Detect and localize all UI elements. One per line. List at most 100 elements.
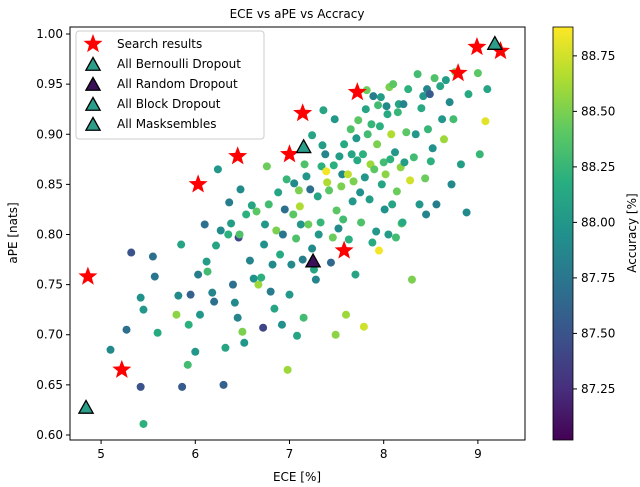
scatter-point	[365, 195, 374, 204]
scatter-point	[419, 92, 428, 101]
scatter-point	[136, 293, 145, 302]
scatter-point	[212, 241, 221, 250]
scatter-point	[391, 233, 400, 242]
scatter-point	[413, 70, 422, 79]
scatter-point	[228, 280, 237, 289]
scatter-point	[328, 233, 337, 242]
scatter-point	[139, 419, 148, 428]
scatter-point	[177, 240, 186, 249]
scatter-point	[391, 148, 399, 157]
scatter-point	[282, 175, 291, 184]
scatter-point	[380, 205, 389, 214]
scatter-point	[302, 172, 311, 181]
scatter-point	[216, 226, 225, 235]
scatter-point	[386, 155, 395, 164]
scatter-point	[456, 160, 465, 169]
legend-label: All Masksembles	[117, 117, 217, 131]
scatter-point	[464, 90, 473, 99]
scatter-point	[330, 115, 339, 124]
legend-label: All Random Dropout	[117, 77, 238, 91]
search-result-star	[293, 103, 313, 122]
legend-star-icon	[83, 34, 103, 53]
scatter-point	[423, 125, 432, 134]
scatter-point	[367, 120, 376, 129]
search-result-star	[78, 266, 98, 285]
scatter-point	[208, 288, 217, 297]
colorbar-tick-label: 88.25	[581, 160, 615, 174]
scatter-point	[384, 230, 393, 239]
scatter-point	[407, 275, 416, 284]
colorbar-label: Accuracy [%]	[625, 193, 639, 272]
scatter-point	[203, 267, 212, 276]
scatter-point	[329, 161, 338, 170]
scatter-point	[191, 347, 200, 356]
scatter-point	[358, 150, 367, 159]
scatter-point	[357, 218, 366, 227]
scatter-point	[356, 188, 365, 197]
scatter-point	[332, 206, 341, 215]
scatter-point	[296, 220, 305, 229]
y-tick-label: 0.85	[36, 177, 63, 191]
scatter-point	[153, 328, 162, 337]
baseline-triangle	[295, 138, 312, 154]
scatter-point	[331, 330, 340, 339]
colorbar-tick-label: 87.25	[581, 382, 615, 396]
scatter-point	[339, 215, 348, 224]
scatter-point	[270, 304, 279, 313]
scatter-point	[481, 117, 490, 126]
scatter-point	[430, 74, 439, 83]
scatter-point	[368, 238, 377, 247]
scatter-point	[346, 125, 355, 134]
scatter-point	[426, 157, 435, 166]
baseline-triangle	[304, 252, 322, 268]
scatter-point	[219, 380, 228, 389]
scatter-point	[274, 188, 283, 197]
search-result-star	[491, 41, 511, 60]
scatter-point	[148, 252, 157, 261]
scatter-point	[136, 382, 145, 391]
scatter-point	[347, 150, 356, 159]
scatter-point	[306, 185, 315, 194]
scatter-point	[353, 156, 362, 165]
x-tick-label: 7	[286, 447, 294, 461]
colorbar-tick-label: 88.75	[581, 49, 615, 63]
colorbar-gradient	[552, 26, 574, 441]
scatter-point	[260, 240, 269, 249]
scatter-point	[381, 170, 390, 179]
scatter-point	[363, 130, 372, 139]
scatter-point	[304, 220, 313, 229]
scatter-point	[447, 180, 456, 189]
scatter-point	[343, 170, 352, 179]
scatter-point	[321, 150, 330, 159]
search-result-star	[112, 359, 132, 378]
scatter-point	[379, 158, 388, 167]
scatter-point	[224, 230, 233, 239]
search-result-star	[347, 82, 367, 101]
scatter-point	[316, 218, 325, 227]
scatter-point	[272, 226, 281, 235]
scatter-point	[374, 246, 383, 255]
scatter-point	[247, 201, 256, 210]
scatter-point	[268, 260, 277, 269]
scatter-point	[422, 210, 431, 219]
scatter-point	[362, 86, 371, 95]
scatter-point	[210, 297, 219, 306]
scatter-point	[439, 135, 448, 144]
scatter-point	[184, 320, 193, 329]
scatter-point	[289, 210, 298, 219]
legend-label: All Block Dropout	[117, 97, 221, 111]
scatter-point	[325, 186, 334, 195]
scatter-point	[309, 265, 318, 274]
scatter-point	[293, 331, 302, 340]
scatter-point	[122, 325, 131, 334]
scatter-point	[337, 182, 346, 191]
scatter-point	[280, 205, 289, 214]
colorbar-tick-label: 87.75	[581, 271, 615, 285]
scatter-point	[299, 313, 308, 322]
search-result-star	[448, 63, 468, 82]
scatter-point	[300, 160, 309, 169]
scatter-point	[313, 192, 322, 201]
scatter-point	[387, 130, 396, 139]
scatter-point	[349, 177, 358, 186]
